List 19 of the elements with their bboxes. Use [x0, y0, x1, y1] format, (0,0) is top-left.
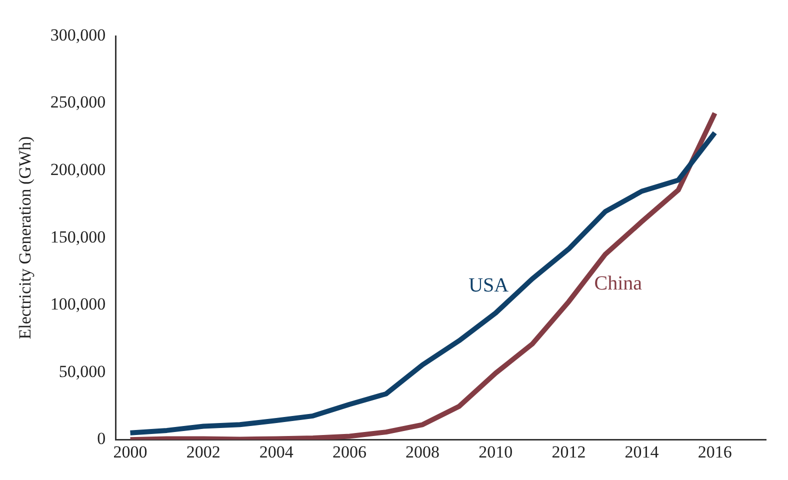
- x-tick-label: 2000: [113, 442, 148, 462]
- x-tick-label: 2002: [186, 442, 220, 462]
- y-tick-label: 250,000: [50, 92, 106, 112]
- x-tick-label: 2014: [624, 442, 660, 462]
- x-tick-label: 2016: [698, 442, 732, 462]
- y-tick-label: 200,000: [50, 160, 106, 179]
- y-tick-label: 0: [97, 429, 106, 448]
- x-tick-label: 2006: [332, 442, 366, 462]
- x-tick-label: 2008: [406, 442, 440, 462]
- y-tick-label: 100,000: [50, 294, 106, 314]
- x-tick-label: 2012: [552, 442, 586, 462]
- y-tick-label: 50,000: [58, 362, 106, 381]
- x-tick-label: 2004: [259, 442, 294, 462]
- y-axis-title: Electricity Generation (GWh): [16, 136, 35, 340]
- series-label: China: [594, 272, 642, 295]
- y-tick-label: 300,000: [50, 25, 106, 44]
- series-label: USA: [468, 274, 510, 296]
- y-tick-label: 150,000: [50, 227, 106, 246]
- x-tick-label: 2010: [478, 442, 513, 462]
